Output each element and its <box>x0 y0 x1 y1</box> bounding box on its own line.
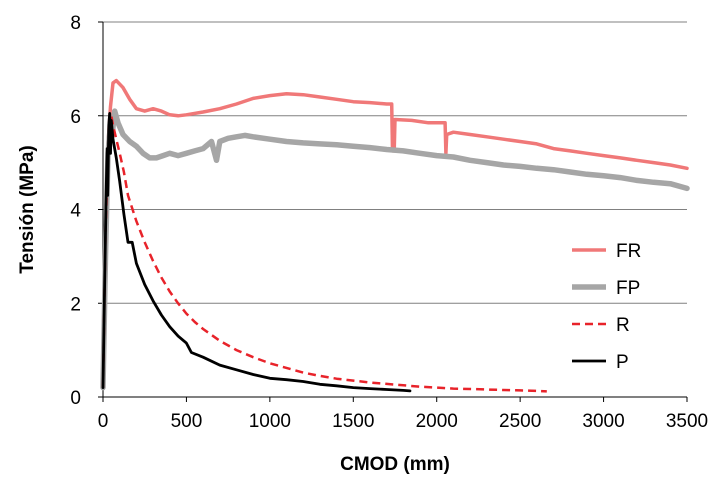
x-tick-label: 500 <box>171 411 203 432</box>
y-axis-title: Tensión (MPa) <box>17 145 38 273</box>
y-tick-label: 0 <box>70 388 81 409</box>
legend-label-fp: FP <box>616 278 640 299</box>
series-line-p <box>101 112 412 393</box>
legend-label-p: P <box>616 352 629 373</box>
x-axis-title: CMOD (mm) <box>340 454 450 475</box>
legend-label-r: R <box>616 315 630 336</box>
x-tick-label: 1500 <box>332 411 374 432</box>
series-lines <box>100 78 690 393</box>
y-tick-label: 2 <box>70 294 81 315</box>
y-tick-label: 6 <box>70 107 81 128</box>
legend: FR FP RP <box>572 241 641 373</box>
series-line-fr <box>101 78 689 390</box>
x-tick-label: 0 <box>98 411 109 432</box>
x-tick-label: 1000 <box>249 411 291 432</box>
x-tick-labels: 0 500 1000 1500 2000 2500 3000 3500 <box>98 411 708 432</box>
y-tick-label: 4 <box>70 201 81 222</box>
x-tick-label: 3000 <box>582 411 624 432</box>
x-tick-label: 3500 <box>666 411 708 432</box>
gridlines <box>103 21 687 304</box>
y-tick-label: 8 <box>70 13 81 34</box>
x-tick-label: 2000 <box>416 411 458 432</box>
series-line-fp <box>100 108 690 391</box>
x-tick-label: 2500 <box>499 411 541 432</box>
y-tick-labels: 0 2 4 6 8 <box>70 13 81 409</box>
legend-label-fr: FR <box>616 241 641 262</box>
series-line-r <box>101 114 547 393</box>
